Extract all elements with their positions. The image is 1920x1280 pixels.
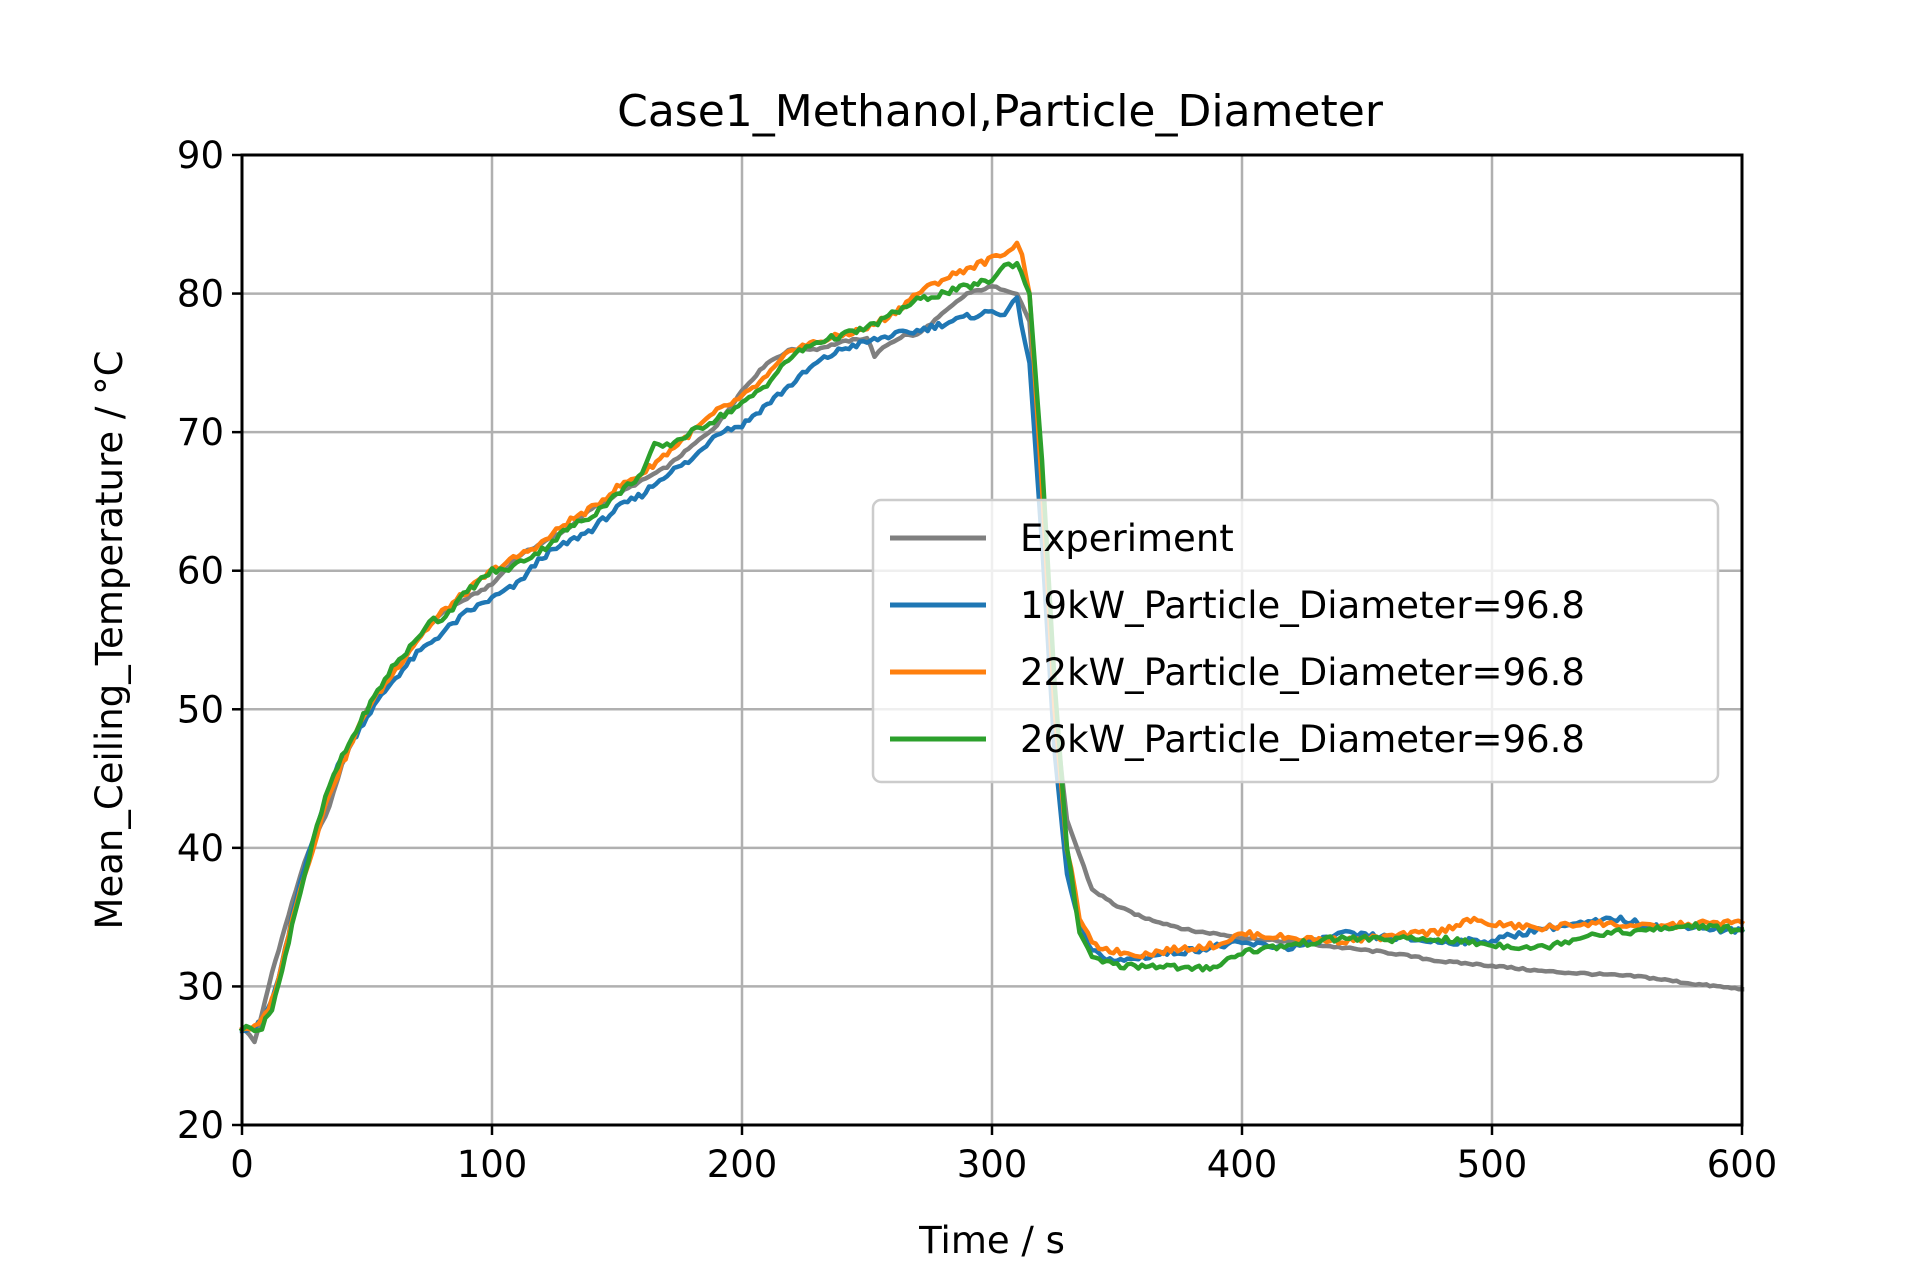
y-axis-label: Mean_Ceiling_Temperature / °C bbox=[88, 351, 131, 930]
legend-box bbox=[871, 498, 1720, 784]
y-tick-label: 30 bbox=[177, 965, 224, 1008]
series-line-experiment bbox=[238, 284, 1745, 1045]
x-axis: 0 100 200 300 400 500 600 bbox=[230, 1125, 1777, 1186]
x-tick-label: 0 bbox=[230, 1143, 254, 1186]
series-layer bbox=[238, 240, 1746, 1045]
x-tick-label: 500 bbox=[1457, 1143, 1528, 1186]
y-tick-label: 90 bbox=[177, 134, 224, 177]
y-tick-label: 50 bbox=[177, 688, 224, 731]
x-tick-label: 400 bbox=[1207, 1143, 1278, 1186]
legend-label: 26kW_Particle_Diameter=96.8 bbox=[1020, 718, 1585, 761]
x-axis-label: Time / s bbox=[918, 1219, 1065, 1262]
x-tick-label: 600 bbox=[1707, 1143, 1778, 1186]
y-tick-label: 20 bbox=[177, 1104, 224, 1147]
y-tick-label: 60 bbox=[177, 550, 224, 593]
x-tick-label: 200 bbox=[707, 1143, 778, 1186]
y-tick-label: 80 bbox=[177, 273, 224, 316]
legend-label: Experiment bbox=[1020, 517, 1234, 560]
x-tick-label: 300 bbox=[957, 1143, 1028, 1186]
legend-label: 19kW_Particle_Diameter=96.8 bbox=[1020, 584, 1585, 627]
y-tick-label: 40 bbox=[177, 827, 224, 870]
series-line-26kw-particle-diameter-96-8 bbox=[238, 260, 1745, 1034]
legend-label: 22kW_Particle_Diameter=96.8 bbox=[1020, 651, 1585, 694]
legend: Experiment 19kW_Particle_Diameter=96.8 22k… bbox=[871, 498, 1720, 784]
series-line-19kw-particle-diameter-96-8 bbox=[239, 295, 1746, 1034]
y-tick-label: 70 bbox=[177, 411, 224, 454]
y-axis: 20 30 40 50 60 70 80 90 bbox=[177, 134, 242, 1147]
chart-title: Case1_Methanol,Particle_Diameter bbox=[617, 86, 1384, 137]
x-tick-label: 100 bbox=[457, 1143, 528, 1186]
